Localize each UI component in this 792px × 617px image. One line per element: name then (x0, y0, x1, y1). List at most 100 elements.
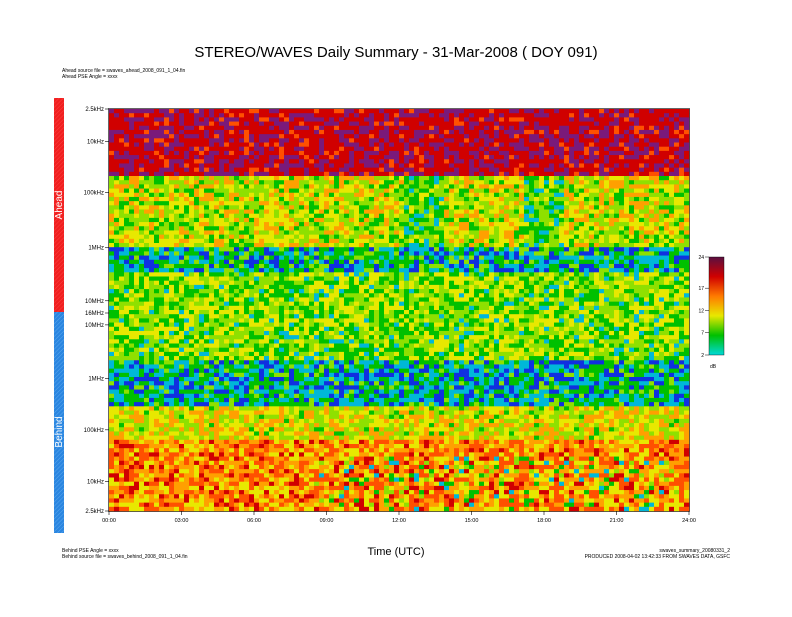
heatmap-cell (164, 196, 170, 202)
heatmap-cell (289, 360, 295, 365)
heatmap-cell (339, 268, 345, 273)
heatmap-cell (129, 494, 135, 499)
heatmap-cell (169, 293, 175, 298)
heatmap-cell (159, 381, 165, 386)
heatmap-cell (249, 356, 255, 361)
heatmap-cell (144, 113, 150, 118)
heatmap-cell (264, 217, 270, 223)
heatmap-cell (354, 180, 360, 185)
heatmap-cell (124, 339, 130, 344)
heatmap-cell (299, 263, 305, 269)
heatmap-cell (134, 377, 140, 382)
heatmap-cell (124, 360, 130, 365)
heatmap-cell (134, 490, 140, 495)
heatmap-cell (194, 485, 200, 491)
heatmap-cell (119, 364, 125, 370)
heatmap-cell (339, 456, 345, 462)
heatmap-cell (354, 372, 360, 378)
heatmap-cell (204, 414, 210, 420)
heatmap-cell (139, 146, 145, 152)
heatmap-cell (264, 259, 270, 265)
heatmap-cell (219, 444, 225, 449)
heatmap-cell (229, 230, 235, 236)
heatmap-cell (234, 121, 240, 127)
heatmap-cell (184, 297, 190, 303)
heatmap-cell (114, 464, 120, 470)
heatmap-cell (304, 113, 310, 118)
heatmap-cell (249, 117, 255, 122)
heatmap-cell (334, 385, 340, 390)
heatmap-cell (189, 146, 195, 152)
heatmap-cell (139, 481, 145, 487)
heatmap-cell (159, 117, 165, 122)
heatmap-cell (319, 180, 325, 185)
heatmap-cell (139, 498, 145, 504)
heatmap-cell (124, 452, 130, 457)
heatmap-cell (289, 335, 295, 340)
heatmap-cell (284, 427, 290, 432)
heatmap-cell (294, 431, 300, 437)
heatmap-cell (234, 180, 240, 185)
heatmap-cell (114, 259, 120, 265)
heatmap-cell (144, 481, 150, 487)
heatmap-cell (279, 439, 285, 445)
heatmap-cell (164, 439, 170, 445)
heatmap-cell (234, 284, 240, 290)
heatmap-cell (339, 184, 345, 189)
heatmap-cell (264, 389, 270, 395)
heatmap-cell (244, 196, 250, 202)
heatmap-cell (324, 284, 330, 290)
heatmap-cell (264, 121, 270, 127)
heatmap-cell (339, 159, 345, 164)
heatmap-cell (129, 381, 135, 386)
heatmap-cell (159, 368, 165, 374)
heatmap-cell (229, 209, 235, 215)
heatmap-cell (184, 473, 190, 478)
heatmap-cell (339, 385, 345, 390)
heatmap-cell (264, 272, 270, 277)
heatmap-cell (114, 485, 120, 491)
heatmap-cell (149, 263, 155, 269)
heatmap-cell (319, 226, 325, 231)
heatmap-cell (249, 155, 255, 160)
heatmap-cell (149, 456, 155, 462)
heatmap-cell (204, 150, 210, 156)
heatmap-cell (134, 134, 140, 139)
heatmap-cell (314, 435, 320, 441)
heatmap-cell (129, 435, 135, 441)
heatmap-cell (149, 372, 155, 378)
heatmap-cell (154, 330, 160, 336)
heatmap-cell (284, 171, 290, 177)
heatmap-cell (329, 372, 335, 378)
heatmap-cell (224, 180, 230, 185)
heatmap-cell (199, 330, 205, 336)
heatmap-cell (349, 213, 355, 219)
heatmap-cell (234, 360, 240, 365)
heatmap-cell (259, 477, 265, 483)
heatmap-cell (344, 255, 350, 261)
heatmap-cell (309, 259, 315, 265)
heatmap-cell (274, 339, 280, 344)
heatmap-cell (229, 113, 235, 118)
heatmap-cell (314, 377, 320, 382)
heatmap-cell (294, 402, 300, 407)
heatmap-cell (244, 310, 250, 315)
heatmap-cell (289, 255, 295, 261)
heatmap-cell (324, 347, 330, 353)
heatmap-cell (134, 272, 140, 277)
heatmap-cell (214, 155, 220, 160)
heatmap-cell (359, 201, 365, 206)
heatmap-cell (129, 377, 135, 382)
heatmap-cell (339, 176, 345, 181)
heatmap-cell (159, 343, 165, 349)
heatmap-cell (159, 448, 165, 453)
heatmap-cell (239, 372, 245, 378)
heatmap-cell (219, 121, 225, 127)
heatmap-cell (174, 180, 180, 185)
heatmap-cell (184, 146, 190, 152)
heatmap-cell (214, 310, 220, 315)
heatmap-cell (109, 297, 115, 303)
heatmap-cell (294, 414, 300, 420)
heatmap-cell (324, 485, 330, 491)
heatmap-cell (364, 385, 370, 390)
